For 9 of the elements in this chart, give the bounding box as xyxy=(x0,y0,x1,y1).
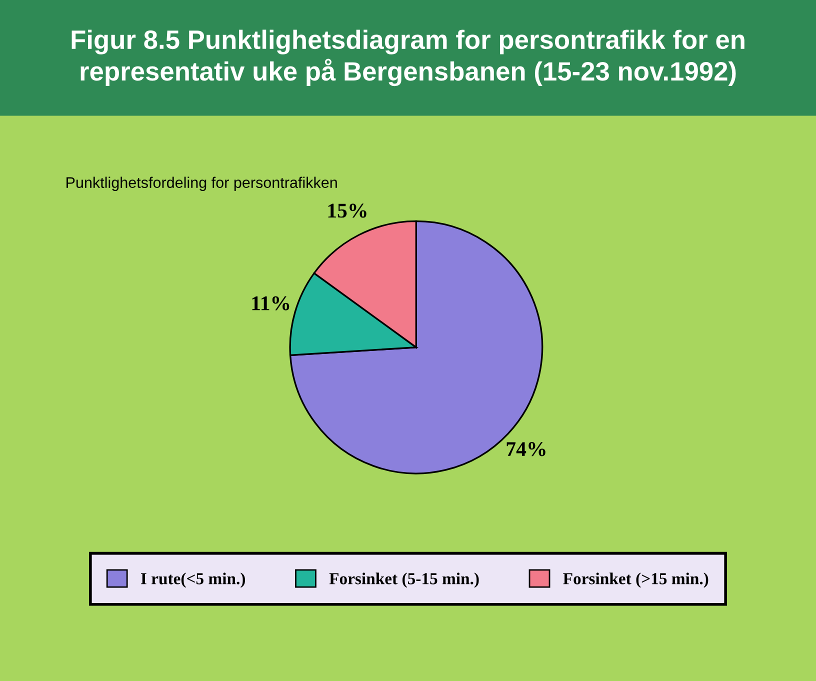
data-label: 74% xyxy=(506,442,546,456)
pie-slice xyxy=(289,220,544,474)
chart-subtitle: Punktlighetsfordeling for persontrafikken xyxy=(66,176,337,191)
legend-label: Forsinket (5-15 min.) xyxy=(329,572,479,588)
legend-label: Forsinket (>15 min.) xyxy=(563,572,708,588)
legend-label: I rute(<5 min.) xyxy=(140,572,246,588)
data-label: 15% xyxy=(328,204,366,218)
chart-title: Figur 8.5 Punktlighetsdiagram for persontrafikk for en representativ uke på Bergensbanen (15-23 nov.1992) xyxy=(72,30,744,86)
data-label: 11% xyxy=(252,296,290,310)
